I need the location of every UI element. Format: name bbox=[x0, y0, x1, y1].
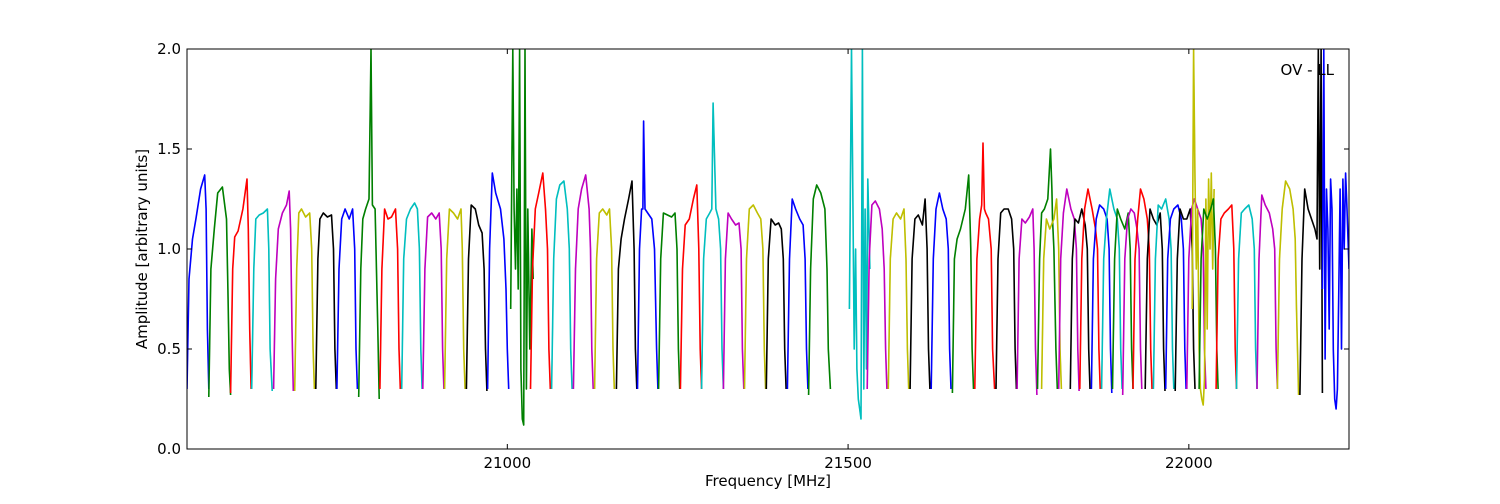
series-line-45 bbox=[1090, 204, 1113, 394]
series-line-30 bbox=[807, 184, 832, 396]
series-line-52 bbox=[1164, 204, 1187, 390]
series-line-1 bbox=[187, 174, 210, 390]
series-shadow-44 bbox=[1079, 188, 1101, 390]
y-axis-ticks: 0.0 0.5 1.0 1.5 2.0 bbox=[157, 40, 1349, 458]
series-line-48 bbox=[1121, 208, 1143, 396]
series-line-19 bbox=[572, 174, 594, 390]
series-line-46 bbox=[1100, 188, 1123, 390]
series-line-42 bbox=[1057, 188, 1080, 392]
series-line-11 bbox=[400, 202, 423, 390]
series-line-3 bbox=[229, 178, 252, 394]
series-line-8 bbox=[336, 208, 359, 390]
series-line-12 bbox=[422, 212, 445, 390]
y-tick-label: 1.5 bbox=[157, 140, 181, 158]
series-line-15 bbox=[486, 172, 510, 390]
series-line-37 bbox=[974, 142, 996, 390]
x-tick-label: 22000 bbox=[1165, 454, 1213, 472]
series-line-6 bbox=[293, 208, 316, 392]
series-line-53 bbox=[1174, 208, 1196, 392]
series-line-44 bbox=[1079, 188, 1101, 390]
series-line-51 bbox=[1152, 198, 1175, 390]
series-line-5 bbox=[272, 190, 295, 392]
series-line-36 bbox=[951, 174, 975, 394]
series-line-7 bbox=[315, 212, 338, 390]
series-line-61 bbox=[1299, 49, 1324, 396]
series-line-56 bbox=[1198, 198, 1219, 390]
series-line-49 bbox=[1132, 188, 1153, 390]
series-line-23 bbox=[657, 212, 681, 390]
series-line-26 bbox=[722, 212, 745, 390]
series-line-47 bbox=[1111, 208, 1134, 390]
series-line-32 bbox=[866, 200, 888, 390]
series-line-59 bbox=[1256, 194, 1279, 390]
series-shadow-35 bbox=[930, 192, 952, 390]
series-line-43 bbox=[1069, 208, 1091, 390]
series-line-57 bbox=[1215, 204, 1238, 390]
series-line-58 bbox=[1235, 204, 1258, 390]
series-line-22 bbox=[636, 120, 659, 390]
series-layer bbox=[187, 49, 1349, 426]
series-line-29 bbox=[786, 198, 809, 390]
series-line-14 bbox=[465, 204, 488, 392]
series-shadow-46 bbox=[1101, 188, 1123, 390]
series-line-31 bbox=[848, 49, 871, 420]
y-tick-label: 2.0 bbox=[157, 40, 181, 58]
series-line-27 bbox=[743, 204, 767, 390]
series-line-35 bbox=[930, 192, 952, 390]
series-line-55 bbox=[1191, 49, 1215, 406]
series-line-28 bbox=[765, 218, 787, 390]
series-line-9 bbox=[357, 49, 380, 400]
y-tick-label: 0.0 bbox=[157, 440, 181, 458]
series-line-20 bbox=[593, 208, 616, 390]
x-axis-ticks: 21000 21500 22000 bbox=[483, 49, 1213, 472]
series-line-40 bbox=[1036, 148, 1059, 390]
series-line-25 bbox=[700, 102, 725, 390]
x-tick-label: 21500 bbox=[824, 454, 872, 472]
plot-annotation: OV - LL bbox=[1281, 61, 1335, 79]
x-tick-label: 21000 bbox=[483, 454, 531, 472]
series-line-62 bbox=[1321, 49, 1349, 410]
plot-area bbox=[186, 48, 1350, 450]
series-line-21 bbox=[615, 180, 638, 390]
y-tick-label: 0.5 bbox=[157, 340, 181, 358]
series-line-33 bbox=[887, 208, 910, 390]
y-axis-label: Amplitude [arbitrary units] bbox=[133, 149, 151, 349]
series-line-17 bbox=[529, 172, 552, 390]
series-line-38 bbox=[995, 208, 1018, 390]
x-axis-label: Frequency [MHz] bbox=[705, 472, 831, 490]
series-line-60 bbox=[1276, 180, 1300, 396]
series-line-24 bbox=[679, 184, 703, 390]
series-line-10 bbox=[379, 208, 402, 390]
series-line-16 bbox=[509, 49, 534, 426]
series-line-39 bbox=[1016, 208, 1038, 396]
series-line-13 bbox=[443, 208, 466, 390]
series-line-18 bbox=[550, 180, 573, 390]
series-line-34 bbox=[909, 198, 931, 390]
y-tick-label: 1.0 bbox=[157, 240, 181, 258]
series-line-2 bbox=[208, 186, 232, 398]
series-line-4 bbox=[250, 208, 273, 392]
